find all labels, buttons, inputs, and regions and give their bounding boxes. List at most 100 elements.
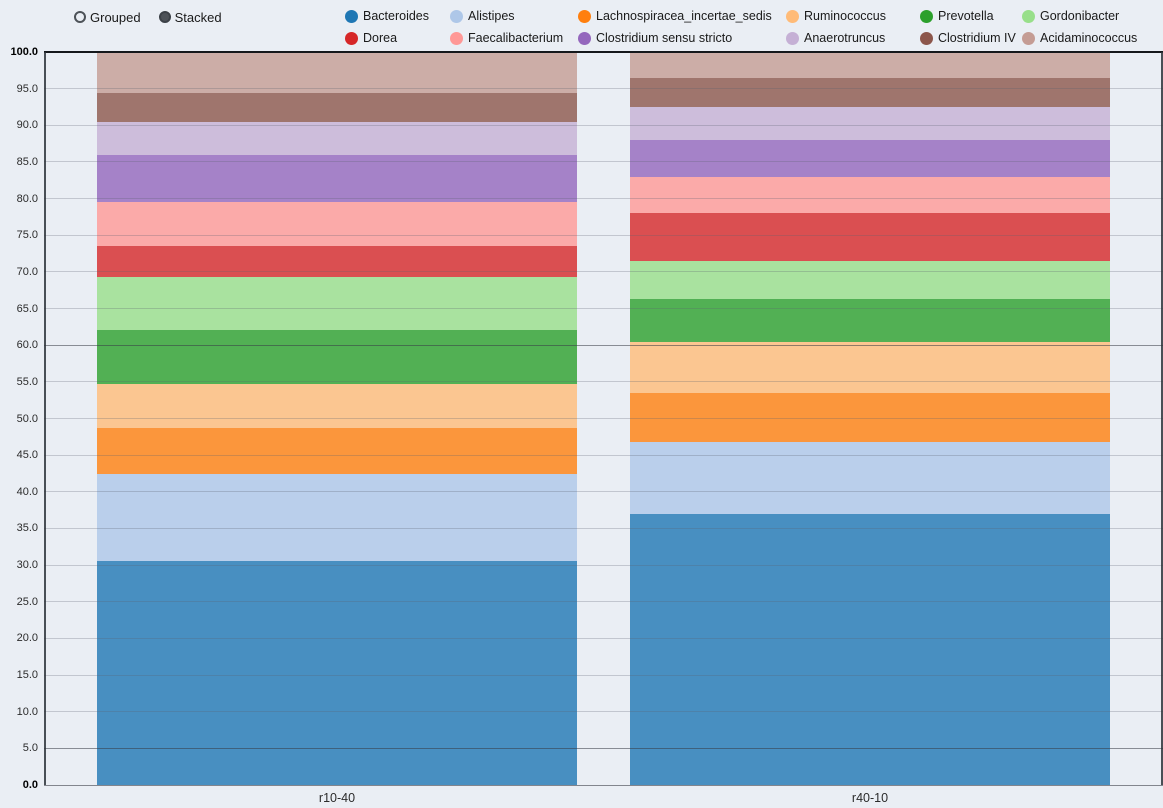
gridline	[44, 124, 1163, 126]
y-axis-tick-label: 65.0	[16, 302, 38, 315]
legend-label: Faecalibacterium	[468, 31, 564, 45]
gridline	[44, 271, 1163, 273]
bar-segment-lachnospiracea-incertae-sedis[interactable]	[630, 392, 1110, 442]
legend-label: Bacteroides	[363, 9, 430, 23]
legend-marker-icon	[345, 9, 358, 23]
legend-item-ruminococcus[interactable]: Ruminococcus	[786, 9, 920, 23]
bar-segment-gordonibacter[interactable]	[630, 260, 1110, 300]
bar-segment-clostridium-sensu-stricto[interactable]	[630, 139, 1110, 178]
y-axis-tick-label: 5.0	[22, 742, 38, 755]
legend-item-lachnospiracea-incertae-sedis[interactable]: Lachnospiracea_incertae_sedis	[578, 9, 786, 23]
bar-segment-dorea[interactable]	[97, 246, 577, 278]
legend-marker-icon	[450, 9, 463, 23]
bar-segment-faecalibacterium[interactable]	[97, 202, 577, 247]
gridline	[44, 564, 1163, 566]
legend-item-prevotella[interactable]: Prevotella	[920, 9, 1022, 23]
y-axis-tick-label: 95.0	[16, 82, 38, 95]
legend-item-anaerotruncus[interactable]: Anaerotruncus	[786, 31, 920, 45]
gridline	[44, 344, 1163, 346]
legend-label: Dorea	[363, 31, 398, 45]
bar-segment-alistipes[interactable]	[630, 441, 1110, 514]
gridline	[44, 308, 1163, 310]
legend-item-acidaminococcus[interactable]: Acidaminococcus	[1022, 31, 1137, 45]
bar-segment-anaerotruncus[interactable]	[97, 122, 577, 155]
bar-segment-clostridium-iv[interactable]	[630, 77, 1110, 107]
legend-marker-icon	[345, 31, 358, 45]
bar-segment-prevotella[interactable]	[630, 299, 1110, 343]
gridline	[44, 234, 1163, 236]
y-axis-tick-label: 25.0	[16, 595, 38, 608]
bar-segment-faecalibacterium[interactable]	[630, 177, 1110, 214]
grouped-toggle[interactable]: Grouped	[74, 10, 141, 25]
bar-segment-bacteroides[interactable]	[97, 560, 577, 785]
gridline	[44, 527, 1163, 529]
plot-area	[44, 52, 1163, 785]
legend-label: Alistipes	[468, 9, 515, 23]
bar-segment-gordonibacter[interactable]	[97, 277, 577, 330]
legend-label: Clostridium sensu stricto	[596, 31, 733, 45]
legend-marker-icon	[578, 9, 591, 23]
legend-label: Gordonibacter	[1040, 9, 1120, 23]
stacked-radio-icon[interactable]	[158, 11, 171, 23]
legend-item-clostridium-sensu-stricto[interactable]: Clostridium sensu stricto	[578, 31, 786, 45]
bar-segment-lachnospiracea-incertae-sedis[interactable]	[97, 428, 577, 475]
y-axis-tick-label: 45.0	[16, 449, 38, 462]
bar-segment-acidaminococcus[interactable]	[97, 52, 577, 94]
bar-mode-controls: Grouped Stacked	[74, 7, 222, 27]
grouped-toggle-label: Grouped	[90, 9, 141, 25]
legend-marker-icon	[578, 31, 591, 45]
legend-marker-icon	[786, 9, 799, 23]
legend-label: Lachnospiracea_incertae_sedis	[596, 9, 772, 23]
legend-marker-icon	[1022, 9, 1035, 23]
gridline	[44, 88, 1163, 90]
y-axis-tick-label: 60.0	[16, 339, 38, 352]
legend-marker-icon	[920, 9, 933, 23]
plot-frame-left	[44, 52, 46, 785]
y-axis-tick-label: 50.0	[16, 412, 38, 425]
bar-segment-anaerotruncus[interactable]	[630, 106, 1110, 140]
bar-segment-bacteroides[interactable]	[630, 513, 1110, 785]
bar-segment-acidaminococcus[interactable]	[630, 52, 1110, 78]
legend-item-dorea[interactable]: Dorea	[345, 31, 450, 45]
gridline	[44, 161, 1163, 163]
grouped-radio-icon[interactable]	[74, 11, 86, 23]
bar-segment-clostridium-sensu-stricto[interactable]	[97, 154, 577, 203]
y-axis-tick-label: 0.0	[22, 779, 38, 791]
x-axis-tick-label: r10-40	[318, 791, 356, 805]
legend-marker-icon	[920, 31, 933, 45]
gridline	[44, 637, 1163, 639]
bar-segment-prevotella[interactable]	[97, 329, 577, 385]
x-axis-tick-label: r40-10	[851, 791, 889, 805]
bar-segment-clostridium-iv[interactable]	[97, 93, 577, 123]
legend-item-faecalibacterium[interactable]: Faecalibacterium	[450, 31, 578, 45]
x-axis-line	[44, 785, 1163, 786]
bar-segment-ruminococcus[interactable]	[97, 384, 577, 429]
bar-segment-ruminococcus[interactable]	[630, 342, 1110, 393]
gridline	[44, 454, 1163, 456]
legend-label: Prevotella	[938, 9, 994, 23]
legend-label: Ruminococcus	[804, 9, 886, 23]
gridline	[44, 674, 1163, 676]
stacked-toggle[interactable]: Stacked	[158, 10, 222, 25]
bar-segment-alistipes[interactable]	[97, 474, 577, 561]
y-axis-tick-label: 70.0	[16, 265, 38, 278]
legend-marker-icon	[450, 31, 463, 45]
y-axis-tick-label: 35.0	[16, 522, 38, 535]
legend-label: Acidaminococcus	[1040, 31, 1138, 45]
legend-item-gordonibacter[interactable]: Gordonibacter	[1022, 9, 1137, 23]
gridline	[44, 711, 1163, 713]
gridline	[44, 198, 1163, 200]
legend-item-alistipes[interactable]: Alistipes	[450, 9, 578, 23]
y-axis-tick-label: 90.0	[16, 119, 38, 132]
bar-segment-dorea[interactable]	[630, 213, 1110, 261]
legend-label: Clostridium IV	[938, 31, 1016, 45]
gridline	[44, 381, 1163, 383]
legend-marker-icon	[786, 31, 799, 45]
y-axis: 0.0 5.0 10.0 15.0 20.0 25.0 30.0 35.0 40.0 45.0 50…	[0, 46, 40, 791]
legend-item-clostridium-iv[interactable]: Clostridium IV	[920, 31, 1022, 45]
gridline	[44, 601, 1163, 603]
y-axis-tick-label: 40.0	[16, 485, 38, 498]
legend-item-bacteroides[interactable]: Bacteroides	[345, 9, 450, 23]
y-axis-tick-label: 85.0	[16, 155, 38, 168]
